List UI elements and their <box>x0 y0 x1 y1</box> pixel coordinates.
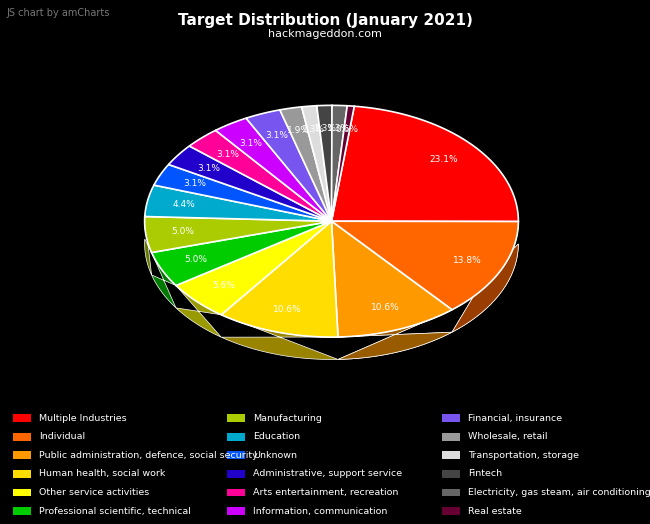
Text: 3.1%: 3.1% <box>216 150 239 159</box>
Polygon shape <box>154 165 332 221</box>
Polygon shape <box>216 118 332 221</box>
Text: hackmageddon.com: hackmageddon.com <box>268 29 382 39</box>
Text: 5.0%: 5.0% <box>184 255 207 265</box>
Text: Education: Education <box>254 432 300 441</box>
Text: Fintech: Fintech <box>468 470 502 478</box>
Bar <box>442 507 460 515</box>
Text: 23.1%: 23.1% <box>429 156 458 165</box>
Polygon shape <box>189 130 332 221</box>
Text: Other service activities: Other service activities <box>39 488 149 497</box>
Bar <box>13 470 31 478</box>
Bar <box>442 488 460 496</box>
Polygon shape <box>145 216 332 253</box>
Text: Human health, social work: Human health, social work <box>39 470 165 478</box>
Polygon shape <box>332 106 354 221</box>
Text: 1.3%: 1.3% <box>315 124 337 133</box>
Bar <box>227 470 246 478</box>
Polygon shape <box>452 222 518 332</box>
Polygon shape <box>221 315 338 359</box>
Text: 13.8%: 13.8% <box>452 256 482 265</box>
Bar <box>13 488 31 496</box>
Polygon shape <box>168 146 332 221</box>
Text: Wholesale, retail: Wholesale, retail <box>468 432 547 441</box>
Text: Professional scientific, technical: Professional scientific, technical <box>39 507 190 516</box>
Bar <box>227 414 246 422</box>
Polygon shape <box>176 286 221 337</box>
Polygon shape <box>338 310 452 359</box>
Bar <box>442 433 460 441</box>
Bar <box>13 414 31 422</box>
Text: 3.1%: 3.1% <box>239 139 262 148</box>
Polygon shape <box>145 185 332 221</box>
Polygon shape <box>151 253 176 308</box>
Text: Financial, insurance: Financial, insurance <box>468 414 562 423</box>
Text: Arts entertainment, recreation: Arts entertainment, recreation <box>254 488 398 497</box>
Bar <box>227 507 246 515</box>
Bar <box>13 452 31 460</box>
Bar <box>442 470 460 478</box>
Polygon shape <box>246 110 332 221</box>
Polygon shape <box>452 222 518 332</box>
Bar <box>227 488 246 496</box>
Polygon shape <box>280 107 332 221</box>
Polygon shape <box>317 105 332 221</box>
Bar <box>13 433 31 441</box>
Text: Individual: Individual <box>39 432 84 441</box>
Text: 1.9%: 1.9% <box>287 126 310 135</box>
Text: 5.6%: 5.6% <box>212 281 235 290</box>
Text: 1.3%: 1.3% <box>326 124 350 133</box>
Polygon shape <box>332 221 452 337</box>
Text: Information, communication: Information, communication <box>254 507 387 516</box>
Text: 5.0%: 5.0% <box>172 227 194 236</box>
Text: Target Distribution (January 2021): Target Distribution (January 2021) <box>177 13 473 28</box>
Text: Transportation, storage: Transportation, storage <box>468 451 578 460</box>
Text: 10.6%: 10.6% <box>371 303 400 312</box>
Bar <box>13 507 31 515</box>
Polygon shape <box>332 106 518 222</box>
Text: 3.1%: 3.1% <box>183 179 206 189</box>
Polygon shape <box>221 221 338 337</box>
Text: 3.1%: 3.1% <box>265 130 288 139</box>
Text: 10.6%: 10.6% <box>273 305 302 314</box>
Polygon shape <box>145 216 151 275</box>
Polygon shape <box>151 221 332 286</box>
Bar <box>442 414 460 422</box>
Polygon shape <box>302 106 332 221</box>
Bar <box>442 452 460 460</box>
Text: 0.6%: 0.6% <box>335 125 358 134</box>
Bar <box>227 452 246 460</box>
Polygon shape <box>176 221 332 315</box>
Polygon shape <box>332 221 518 310</box>
Text: 3.1%: 3.1% <box>198 163 220 173</box>
Text: Manufacturing: Manufacturing <box>254 414 322 423</box>
Polygon shape <box>332 105 347 221</box>
Bar <box>227 433 246 441</box>
Text: Electricity, gas steam, air conditioning: Electricity, gas steam, air conditioning <box>468 488 650 497</box>
Text: Unknown: Unknown <box>254 451 297 460</box>
Text: Administrative, support service: Administrative, support service <box>254 470 402 478</box>
Polygon shape <box>338 310 452 359</box>
Text: 1.3%: 1.3% <box>302 125 325 134</box>
Text: JS chart by amCharts: JS chart by amCharts <box>6 8 110 18</box>
Text: Real estate: Real estate <box>468 507 521 516</box>
Text: Multiple Industries: Multiple Industries <box>39 414 126 423</box>
Text: Public administration, defence, social security: Public administration, defence, social s… <box>39 451 257 460</box>
Text: 4.4%: 4.4% <box>173 200 196 209</box>
